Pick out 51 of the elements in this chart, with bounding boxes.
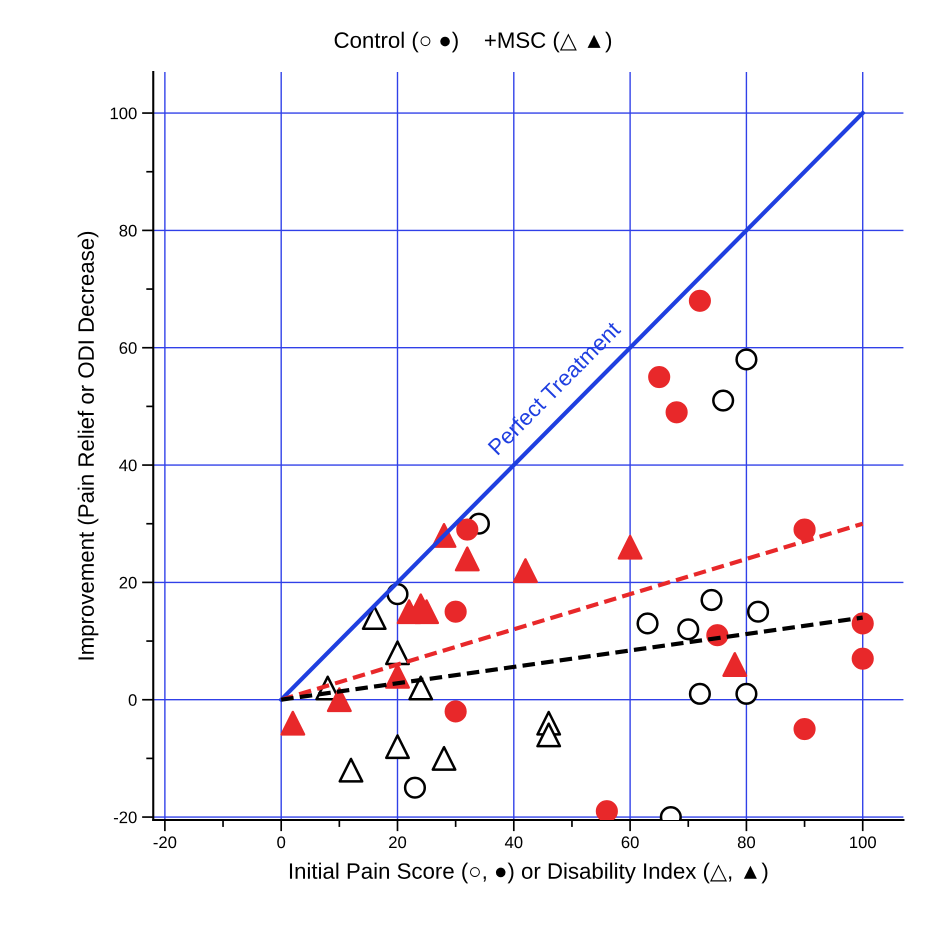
point bbox=[414, 599, 440, 624]
point bbox=[636, 612, 659, 635]
point bbox=[746, 600, 770, 623]
x-tick-label: -20 bbox=[154, 836, 176, 848]
point bbox=[338, 758, 364, 783]
point bbox=[404, 776, 426, 799]
point bbox=[852, 612, 874, 635]
point bbox=[712, 389, 734, 412]
point bbox=[735, 348, 758, 371]
point bbox=[326, 687, 352, 712]
point bbox=[444, 700, 467, 723]
y-tick-label: 80 bbox=[119, 224, 137, 237]
y-tick-label: 40 bbox=[119, 459, 137, 472]
chart-title: Control (○ ●) +MSC (△ ▲) bbox=[334, 32, 612, 52]
x-tick-label: 100 bbox=[850, 836, 876, 848]
point bbox=[454, 546, 480, 572]
y-tick-label: 20 bbox=[120, 576, 137, 589]
y-tick-label: 0 bbox=[128, 694, 137, 706]
point bbox=[794, 718, 816, 740]
point bbox=[794, 518, 816, 541]
point bbox=[362, 605, 387, 630]
x-tick-label: 80 bbox=[738, 836, 756, 848]
x-tick-label: 40 bbox=[504, 836, 522, 848]
point bbox=[688, 682, 711, 705]
point bbox=[618, 534, 643, 560]
x-tick-label: 60 bbox=[622, 836, 639, 848]
point bbox=[385, 734, 410, 760]
point bbox=[596, 800, 618, 820]
point bbox=[444, 600, 467, 623]
y-axis-title: Improvement (Pain Relief or ODI Decrease) bbox=[78, 232, 98, 660]
point bbox=[688, 290, 711, 312]
x-tick-label: 20 bbox=[389, 836, 406, 848]
point bbox=[648, 366, 670, 388]
point bbox=[666, 401, 688, 424]
y-tick-label: 60 bbox=[120, 342, 137, 354]
point bbox=[722, 652, 748, 677]
point bbox=[385, 640, 410, 666]
point bbox=[432, 746, 456, 771]
point bbox=[852, 648, 874, 670]
point bbox=[456, 518, 478, 541]
point bbox=[700, 588, 723, 612]
point bbox=[677, 618, 700, 640]
point bbox=[512, 558, 538, 584]
point bbox=[536, 722, 562, 748]
x-tick-label: 0 bbox=[277, 836, 286, 848]
y-tick-label: -20 bbox=[114, 811, 137, 824]
point bbox=[408, 676, 434, 700]
point bbox=[280, 710, 306, 736]
x-axis-title: Initial Pain Score (○, ●) or Disability Index (△, ▲) bbox=[290, 862, 768, 884]
point bbox=[735, 682, 758, 705]
y-tick-label: 100 bbox=[110, 107, 137, 120]
